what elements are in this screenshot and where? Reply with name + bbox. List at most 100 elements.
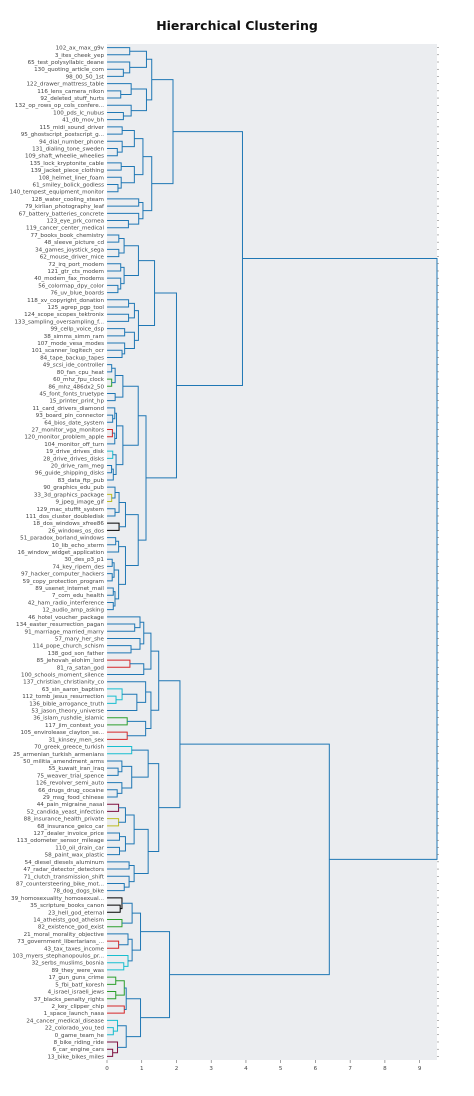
leaf-label: 120_monitor_problem_apple bbox=[24, 435, 104, 441]
leaf-label: 62_mouse_driver_mice bbox=[40, 255, 105, 261]
leaf-label: 50_militia_amendment_arms bbox=[23, 759, 104, 765]
leaf-label: 21_moral_morality_objective bbox=[24, 932, 105, 938]
leaf-label: 25_armenian_turkish_armenians bbox=[13, 752, 104, 758]
leaf-label: 100_pds_lc_nubus bbox=[53, 110, 104, 116]
x-tick-label: 9 bbox=[418, 1066, 422, 1072]
leaf-label: 134_easter_resurrection_pagan bbox=[16, 622, 104, 628]
leaf-label: 39_homosexuality_homosexual... bbox=[11, 896, 104, 902]
leaf-label: 31_kinsey_men_sex bbox=[48, 737, 104, 743]
leaf-label: 27_monitor_vga_monitors bbox=[32, 428, 105, 434]
leaf-label: 140_tempest_equipment_monitor bbox=[10, 190, 105, 196]
x-tick-label: 5 bbox=[279, 1066, 283, 1072]
leaf-label: 84_tape_backup_tapes bbox=[40, 355, 104, 361]
leaf-label: 33_3d_graphics_package bbox=[34, 492, 105, 498]
leaf-label: 119_cancer_center_medical bbox=[26, 226, 104, 232]
x-tick-label: 2 bbox=[175, 1066, 179, 1072]
leaf-label: 4_israel_israeli_jews bbox=[48, 990, 104, 996]
leaf-label: 95_ghostscript_postscript_g... bbox=[21, 132, 104, 138]
leaf-label: 40_modem_fax_modems bbox=[34, 276, 104, 282]
leaf-label: 133_sampling_oversampling_f... bbox=[14, 319, 104, 325]
leaf-label: 114_pope_church_schism bbox=[33, 644, 104, 650]
chart-title: Hierarchical Clustering bbox=[156, 18, 318, 33]
leaf-label: 112_tomb_jesus_resurrection bbox=[22, 694, 104, 700]
leaf-label: 28_drive_drives_disks bbox=[43, 456, 104, 462]
leaf-label: 3_ites_cheek_yep bbox=[55, 53, 105, 59]
x-tick-label: 7 bbox=[348, 1066, 352, 1072]
leaf-label: 111_dos_cluster_doubledisk bbox=[26, 514, 105, 520]
leaf-label: 44_pain_migraine_nasal bbox=[37, 802, 105, 808]
leaf-label: 139_jacket_piece_clothing bbox=[31, 168, 105, 174]
leaf-label: 42_ham_radio_interference bbox=[28, 600, 105, 606]
leaf-label: 105_envirolease_clayton_se... bbox=[20, 730, 104, 736]
leaf-label: 87_countersteering_bike_mot... bbox=[16, 881, 104, 887]
leaf-label: 19_drive_drives_disk bbox=[46, 449, 105, 455]
leaf-label: 37_blacks_penalty_rights bbox=[34, 997, 104, 1003]
x-tick-label: 0 bbox=[105, 1066, 109, 1072]
leaf-label: 107_mode_vesa_modes bbox=[37, 341, 104, 347]
leaf-label: 109_shaft_wheelie_wheelies bbox=[25, 154, 104, 160]
leaf-label: 91_marriage_married_marry bbox=[25, 629, 105, 635]
leaf-label: 93_board_pin_connector bbox=[36, 413, 105, 419]
plot-background bbox=[107, 44, 437, 1060]
leaf-label: 83_data_ftp_pub bbox=[58, 478, 105, 484]
x-tick-label: 4 bbox=[244, 1066, 248, 1072]
leaf-label: 128_water_cooling_steam bbox=[31, 197, 104, 203]
leaf-label: 100_schools_moment_silence bbox=[21, 672, 105, 678]
leaf-label: 138_god_son_father bbox=[48, 651, 105, 657]
leaf-label: 1_space_launch_nasa bbox=[44, 1011, 104, 1017]
leaf-label: 47_radar_detector_detectors bbox=[23, 867, 104, 873]
leaf-label: 6_car_engine_cars bbox=[52, 1047, 104, 1053]
leaf-label: 20_drive_ram_meg bbox=[51, 464, 105, 470]
leaf-label: 54_diesel_diesels_aluminum bbox=[25, 860, 104, 866]
leaf-label: 66_drugs_drug_cocaine bbox=[38, 788, 104, 794]
leaf-label: 53_jason_theory_universe bbox=[31, 709, 104, 715]
leaf-label: 117_jim_context_you bbox=[45, 723, 104, 729]
leaf-label: 63_sin_aaron_baptism bbox=[42, 687, 104, 693]
leaf-label: 57_mary_her_she bbox=[55, 636, 105, 642]
leaf-label: 46_hotel_voucher_package bbox=[28, 615, 104, 621]
leaf-label: 92_deleted_stuff_hurts bbox=[40, 96, 104, 102]
leaf-labels: 102_ax_max_g9v3_ites_cheek_yep65_test_po… bbox=[10, 46, 439, 1060]
leaf-label: 45_font_fonts_truetype bbox=[39, 391, 104, 397]
leaf-label: 60_mhz_fpu_clock bbox=[53, 377, 105, 383]
leaf-label: 51_paradox_borland_windows bbox=[20, 536, 104, 542]
leaf-label: 74_key_ripem_des bbox=[52, 564, 104, 570]
leaf-label: 9_jpeg_image_gif bbox=[55, 500, 105, 506]
leaf-label: 102_ax_max_g9v bbox=[56, 46, 105, 52]
leaf-label: 71_clutch_transmission_shift bbox=[24, 874, 105, 880]
x-tick-label: 8 bbox=[383, 1066, 387, 1072]
leaf-label: 108_helmet_liner_foam bbox=[39, 175, 104, 181]
leaf-label: 86_mhz_486dx2_50 bbox=[48, 384, 104, 390]
leaf-label: 123_eye_prk_cornea bbox=[47, 219, 104, 225]
leaf-label: 32_serbs_muslims_bosnia bbox=[32, 961, 104, 967]
leaf-label: 125_agrep_pgp_tool bbox=[48, 305, 105, 311]
leaf-label: 59_copy_protection_program bbox=[23, 579, 104, 585]
leaf-label: 89_usenet_internet_mail bbox=[35, 586, 104, 592]
leaf-label: 76_uv_blue_boards bbox=[50, 291, 104, 297]
leaf-label: 0_game_team_he bbox=[55, 1033, 105, 1039]
leaf-label: 78_dog_dogs_bike bbox=[53, 889, 105, 895]
x-axis: 0 1 2 3 4 5 6 7 8 9 bbox=[105, 1060, 422, 1072]
leaf-label: 110_oil_drain_car bbox=[55, 845, 104, 851]
leaf-label: 96_guide_shipping_disks bbox=[35, 471, 104, 477]
leaf-label: 80_fan_cpu_heat bbox=[57, 370, 105, 376]
leaf-label: 98_00_50_1st bbox=[66, 74, 105, 80]
leaf-label: 52_candida_yeast_infection bbox=[27, 809, 105, 815]
leaf-label: 12_audio_amp_asking bbox=[42, 608, 104, 614]
leaf-label: 58_paint_wax_plastic bbox=[45, 853, 104, 859]
leaf-label: 131_dialing_tone_sweden bbox=[32, 146, 104, 152]
leaf-label: 118_xv_copyright_donation bbox=[27, 298, 104, 304]
leaf-label: 90_graphics_edu_pub bbox=[43, 485, 104, 491]
leaf-label: 5_fbi_batf_koresh bbox=[55, 982, 104, 988]
leaf-label: 48_sleeve_picture_cd bbox=[44, 240, 104, 246]
leaf-label: 23_hell_god_eternal bbox=[48, 910, 104, 916]
leaf-label: 17_gun_guns_crime bbox=[48, 975, 104, 981]
leaf-label: 75_weaver_trial_spence bbox=[37, 773, 105, 779]
leaf-label: 77_books_book_chemistry bbox=[31, 233, 105, 239]
leaf-label: 124_scope_scopes_tektronix bbox=[24, 312, 105, 318]
leaf-label: 85_jehovah_elohim_lord bbox=[37, 658, 105, 664]
leaf-label: 81_ra_satan_god bbox=[57, 665, 105, 671]
leaf-label: 2_key_clipper_chip bbox=[52, 1004, 105, 1010]
leaf-label: 8_bike_riding_ride bbox=[54, 1040, 105, 1046]
